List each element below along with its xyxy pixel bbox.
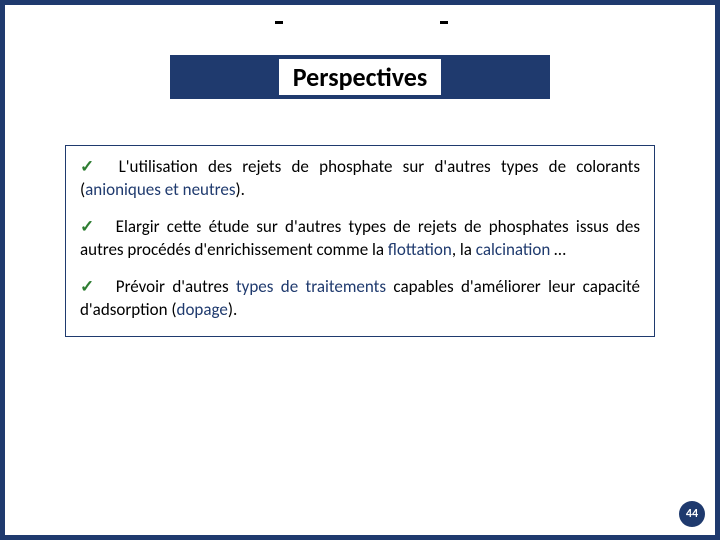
bullet-text: Prévoir d'autres — [116, 276, 236, 297]
dash-2 — [440, 21, 448, 24]
bullet-text: ). — [235, 179, 244, 200]
page-title: Perspectives — [279, 59, 441, 95]
check-icon: ✓ — [80, 156, 101, 177]
highlight: types de traitements — [236, 276, 386, 297]
slide-frame: Perspectives ✓L'utilisation des rejets d… — [0, 0, 720, 540]
bullet-3: ✓Prévoir d'autres types de traitements c… — [80, 276, 640, 322]
content-box: ✓L'utilisation des rejets de phosphate s… — [65, 145, 655, 337]
title-band: Perspectives — [170, 55, 550, 99]
bullet-text: ). — [228, 299, 237, 320]
highlight: anioniques et neutres — [85, 179, 235, 200]
bullet-text: … — [550, 239, 566, 260]
check-icon: ✓ — [80, 216, 98, 237]
highlight: calcination — [476, 239, 550, 260]
bullet-1: ✓L'utilisation des rejets de phosphate s… — [80, 156, 640, 202]
page-number-badge: 44 — [679, 501, 705, 527]
bullet-2: ✓Elargir cette étude sur d'autres types … — [80, 216, 640, 262]
bullet-text: , la — [452, 239, 476, 260]
highlight: flottation — [388, 239, 452, 260]
dash-1 — [275, 21, 283, 24]
page-number: 44 — [686, 507, 698, 521]
check-icon: ✓ — [80, 276, 98, 297]
highlight: dopage — [177, 299, 228, 320]
top-dashes — [5, 15, 715, 35]
